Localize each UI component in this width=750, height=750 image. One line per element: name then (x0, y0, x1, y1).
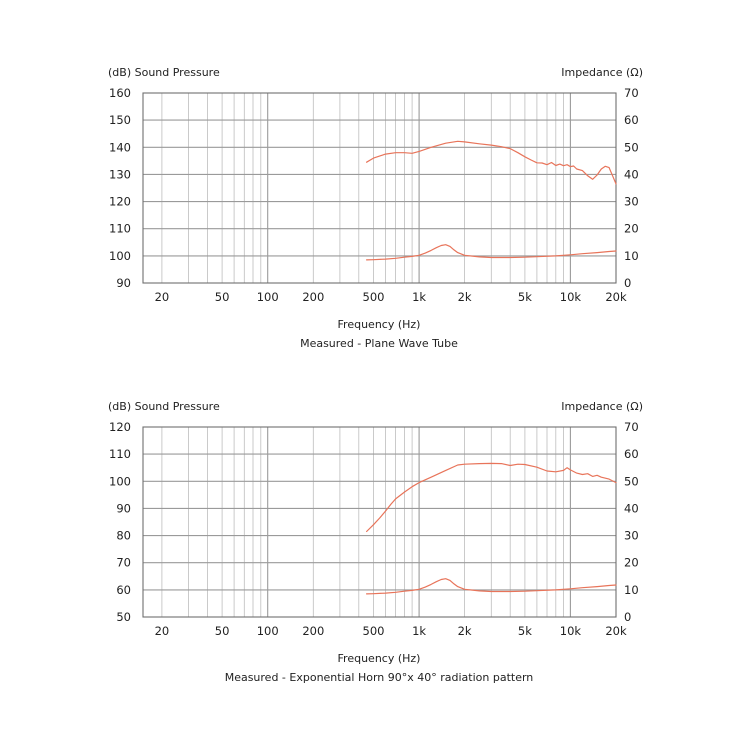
y-left-tick-label: 70 (116, 556, 131, 570)
y-left-tick-label: 110 (109, 447, 131, 461)
y-right-tick-label: 0 (624, 610, 631, 624)
x-tick-label: 1k (412, 624, 426, 638)
plot-frame (142, 92, 617, 284)
x-tick-label: 10k (560, 624, 582, 638)
chart-exponential-horn: 50 60 70 80 90 100 110 120 0 10 20 30 40 50 60 70 20 50 10… (108, 400, 643, 684)
y-right-tick-label: 10 (624, 583, 639, 597)
impedance-curve (366, 578, 617, 595)
x-tick-label: 500 (363, 624, 385, 638)
y-left-tick-label: 110 (109, 222, 131, 236)
y-right-tick-label: 20 (624, 222, 639, 236)
x-tick-label: 1k (412, 290, 426, 304)
y-right-tick-label: 60 (624, 113, 639, 127)
y-right-tick-label: 0 (624, 276, 631, 290)
y-right-tick-label: 50 (624, 140, 639, 154)
x-tick-label: 5k (518, 290, 532, 304)
x-tick-label: 20 (155, 290, 170, 304)
y-left-tick-label: 130 (109, 167, 131, 181)
y-right-tick-label: 10 (624, 249, 639, 263)
y-right-axis-label: Impedance (Ω) (561, 66, 643, 79)
sound-pressure-curve (366, 140, 617, 185)
x-tick-label: 20 (155, 624, 170, 638)
x-tick-label: 100 (257, 624, 279, 638)
x-axis-label: Frequency (Hz) (338, 318, 421, 331)
x-tick-label: 5k (518, 624, 532, 638)
y-right-axis-label: Impedance (Ω) (561, 400, 643, 413)
y-left-tick-label: 150 (109, 113, 131, 127)
x-axis-label: Frequency (Hz) (338, 652, 421, 665)
chart-plane-wave-tube: 90 100 110 120 130 140 150 160 0 10 20 30 40 50 60 70 20… (108, 66, 643, 350)
x-tick-label: 50 (215, 624, 230, 638)
x-tick-label: 200 (302, 624, 324, 638)
y-left-tick-label: 80 (116, 529, 131, 543)
x-tick-label: 20k (605, 290, 627, 304)
x-tick-label: 2k (458, 624, 472, 638)
y-left-axis-label: (dB) Sound Pressure (108, 400, 220, 413)
y-right-tick-label: 30 (624, 195, 639, 209)
x-tick-label: 10k (560, 290, 582, 304)
sound-pressure-curve (366, 462, 617, 533)
y-left-tick-label: 100 (109, 249, 131, 263)
x-tick-label: 100 (257, 290, 279, 304)
y-left-tick-label: 50 (116, 610, 131, 624)
x-tick-label: 50 (215, 290, 230, 304)
y-right-tick-label: 50 (624, 474, 639, 488)
x-tick-label: 2k (458, 290, 472, 304)
y-left-tick-label: 120 (109, 195, 131, 209)
x-tick-label: 20k (605, 624, 627, 638)
y-left-tick-label: 120 (109, 420, 131, 434)
y-left-tick-label: 90 (116, 276, 131, 290)
y-right-tick-label: 30 (624, 529, 639, 543)
y-right-tick-label: 70 (624, 86, 639, 100)
chart-title: Measured - Exponential Horn 90°x 40° rad… (225, 671, 534, 684)
y-left-tick-label: 90 (116, 501, 131, 515)
y-right-tick-label: 60 (624, 447, 639, 461)
x-tick-label: 200 (302, 290, 324, 304)
y-left-tick-label: 140 (109, 140, 131, 154)
impedance-curve (366, 244, 617, 261)
y-right-tick-label: 20 (624, 556, 639, 570)
y-left-tick-label: 160 (109, 86, 131, 100)
y-left-tick-label: 100 (109, 474, 131, 488)
y-right-tick-label: 40 (624, 167, 639, 181)
y-left-axis-label: (dB) Sound Pressure (108, 66, 220, 79)
chart-title: Measured - Plane Wave Tube (300, 337, 458, 350)
y-left-tick-label: 60 (116, 583, 131, 597)
x-tick-label: 500 (363, 290, 385, 304)
plot-frame (142, 426, 617, 618)
y-right-tick-label: 40 (624, 501, 639, 515)
y-right-tick-label: 70 (624, 420, 639, 434)
